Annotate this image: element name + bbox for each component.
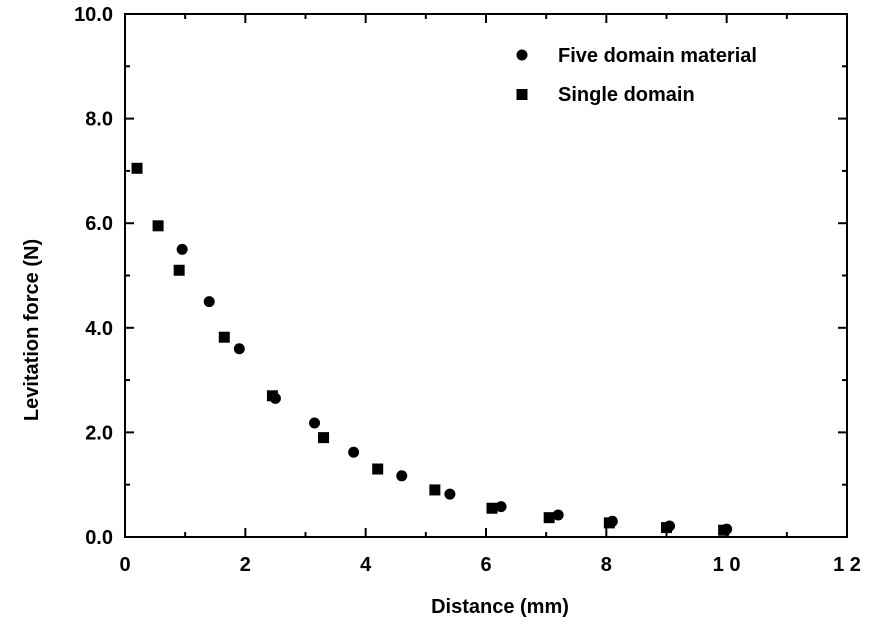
legend-label-five-domain: Five domain material (558, 45, 757, 67)
legend-circle-marker (516, 49, 528, 61)
y-tick-label: 6.0 (85, 213, 113, 235)
single-domain-point (603, 517, 615, 529)
five-domain-point (444, 488, 456, 500)
y-tick-label: 2.0 (85, 422, 113, 444)
x-tick-label: 2 (240, 554, 251, 576)
y-tick-label: 0.0 (85, 527, 113, 549)
x-axis-title: Distance (mm) (431, 596, 569, 618)
single-domain-point (173, 264, 185, 276)
plot-border (124, 13, 848, 538)
single-domain-point (218, 331, 230, 343)
legend-entry-five-domain: Five domain material (516, 45, 757, 67)
x-tick-label: 1 2 (833, 554, 861, 576)
single-domain-point (718, 524, 730, 536)
legend: Five domain material Single domain (516, 45, 757, 106)
legend-label-single-domain: Single domain (558, 84, 695, 106)
five-domain-point (348, 446, 360, 458)
y-axis-title: Levitation force (N) (21, 239, 43, 421)
single-domain-point (661, 522, 672, 534)
x-tick-label: 1 0 (713, 554, 741, 576)
single-domain-point (543, 512, 555, 524)
single-domain-point (429, 484, 441, 496)
y-tick-label: 10.0 (74, 4, 113, 26)
legend-entry-single-domain: Single domain (516, 84, 695, 106)
legend-square-marker (516, 89, 528, 100)
x-tick-label: 8 (601, 554, 612, 576)
x-tick-label: 6 (480, 554, 491, 576)
five-domain-point (309, 417, 321, 429)
five-domain-point (176, 243, 188, 255)
single-domain-point (266, 390, 278, 402)
five-domain-point (552, 509, 564, 521)
single-domain-point (318, 432, 330, 444)
x-tick-label: 4 (360, 554, 372, 576)
five-domain-point (233, 343, 245, 355)
x-tick-label: 0 (119, 554, 130, 576)
five-domain-point (495, 501, 507, 513)
plot-area (124, 13, 848, 538)
y-tick-label: 8.0 (85, 109, 113, 131)
y-tick-label: 4.0 (85, 318, 113, 340)
single-domain-point (152, 220, 164, 232)
single-domain-point (131, 162, 143, 174)
data-points (131, 162, 733, 536)
single-domain-point (486, 502, 498, 514)
five-domain-point (396, 470, 408, 482)
five-domain-point (203, 296, 215, 308)
single-domain-point (372, 463, 384, 475)
